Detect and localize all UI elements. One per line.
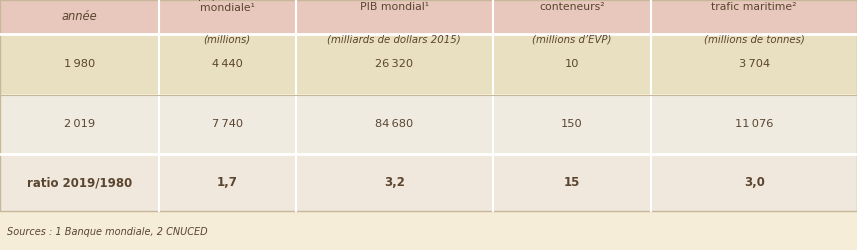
Bar [0,96,857,152]
Text: (millions d’EVP): (millions d’EVP) [532,34,612,44]
Text: ratio 2019/1980: ratio 2019/1980 [27,176,132,190]
Text: 84 680: 84 680 [375,119,413,129]
Text: 4 440: 4 440 [212,59,243,69]
Text: 15: 15 [564,176,580,190]
Text: (millions): (millions) [203,34,251,44]
Text: PIB mondial¹: PIB mondial¹ [360,2,428,12]
Bar [0,0,857,34]
Text: conteneurs²: conteneurs² [539,2,605,12]
Bar [0,214,857,250]
Text: 3,0: 3,0 [744,176,764,190]
Text: 7 740: 7 740 [212,119,243,129]
Text: 2 019: 2 019 [63,119,95,129]
Text: 1 980: 1 980 [63,59,95,69]
Text: (milliards de dollars 2015): (milliards de dollars 2015) [327,34,461,44]
Text: trafic maritime²: trafic maritime² [711,2,797,12]
Text: (millions de tonnes): (millions de tonnes) [704,34,805,44]
Text: 11 076: 11 076 [735,119,773,129]
Text: population
mondiale¹: population mondiale¹ [198,0,256,13]
Text: 1,7: 1,7 [217,176,237,190]
Text: 150: 150 [561,119,583,129]
Text: Sources : 1 Banque mondiale, 2 CNUCED: Sources : 1 Banque mondiale, 2 CNUCED [7,227,207,237]
Text: 26 320: 26 320 [375,59,413,69]
Text: 10: 10 [565,59,579,69]
Text: année: année [62,10,97,24]
Bar [0,34,857,94]
Bar [0,0,857,211]
Text: 3,2: 3,2 [384,176,405,190]
Bar [0,154,857,211]
Text: 3 704: 3 704 [739,59,770,69]
